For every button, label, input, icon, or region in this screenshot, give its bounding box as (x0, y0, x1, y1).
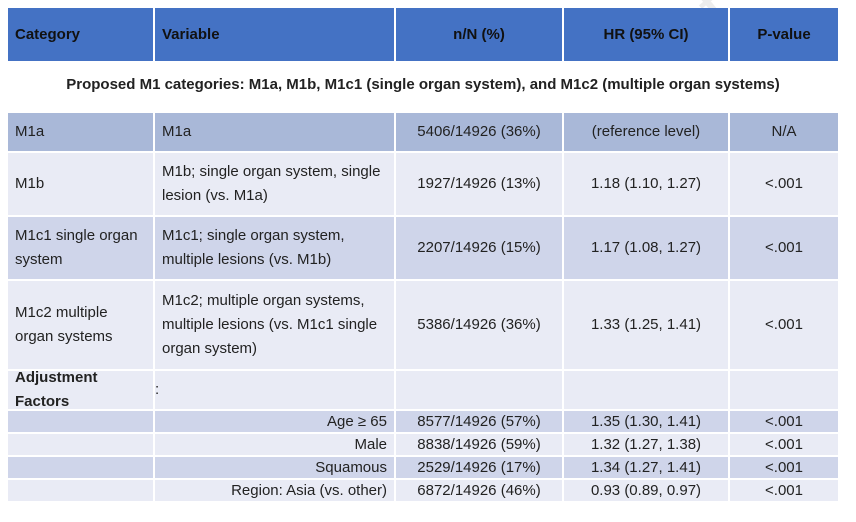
header-pvalue: P-value (730, 8, 838, 63)
cell-category: M1c2 multiple organ systems (8, 281, 155, 371)
results-table: Category Variable n/N (%) HR (95% CI) P-… (8, 8, 838, 503)
table-header-row: Category Variable n/N (%) HR (95% CI) P-… (8, 8, 838, 63)
cell-hr: 1.17 (1.08, 1.27) (564, 217, 730, 281)
cell-hr: 1.34 (1.27, 1.41) (564, 457, 730, 480)
cell-variable: Age ≥ 65 (155, 411, 396, 434)
table-row-male: Male 8838/14926 (59%) 1.32 (1.27, 1.38) … (8, 434, 838, 457)
table-row-m1b: M1b M1b; single organ system, single les… (8, 153, 838, 217)
cell-variable: M1c2; multiple organ systems, multiple l… (155, 281, 396, 371)
header-category: Category (8, 8, 155, 63)
cell-hr: 1.35 (1.30, 1.41) (564, 411, 730, 434)
cell-nn: 6872/14926 (46%) (396, 480, 564, 503)
cell-hr: 1.32 (1.27, 1.38) (564, 434, 730, 457)
cell-variable: Male (155, 434, 396, 457)
cell-nn: 2207/14926 (15%) (396, 217, 564, 281)
cell-pvalue: N/A (730, 113, 838, 153)
cell-pvalue: <.001 (730, 480, 838, 503)
cell-variable: M1b; single organ system, single lesion … (155, 153, 396, 217)
cell-pvalue: <.001 (730, 153, 838, 217)
cell-category: M1a (8, 113, 155, 153)
cell-nn: 1927/14926 (13%) (396, 153, 564, 217)
header-variable: Variable (155, 8, 396, 63)
cell-category: M1c1 single organ system (8, 217, 155, 281)
cell-hr: (reference level) (564, 113, 730, 153)
cell-nn: 5406/14926 (36%) (396, 113, 564, 153)
table-row-age: Age ≥ 65 8577/14926 (57%) 1.35 (1.30, 1.… (8, 411, 838, 434)
adjustment-factors-row: Adjustment Factors : (8, 369, 838, 411)
cell-nn: 8577/14926 (57%) (396, 411, 564, 434)
cell-nn: 2529/14926 (17%) (396, 457, 564, 480)
table-row-m1c2: M1c2 multiple organ systems M1c2; multip… (8, 281, 838, 371)
cell-pvalue: <.001 (730, 217, 838, 281)
cell-pvalue: <.001 (730, 411, 838, 434)
cell-pvalue: <.001 (730, 281, 838, 371)
header-nn: n/N (%) (396, 8, 564, 63)
cell-pvalue: <.001 (730, 434, 838, 457)
cell-category: M1b (8, 153, 155, 217)
header-hr: HR (95% CI) (564, 8, 730, 63)
adjustment-factors-colon: : (155, 371, 396, 411)
cell-pvalue: <.001 (730, 457, 838, 480)
table-row-squamous: Squamous 2529/14926 (17%) 1.34 (1.27, 1.… (8, 457, 838, 480)
adjustment-factors-label: Adjustment Factors (8, 369, 155, 411)
cell-nn: 8838/14926 (59%) (396, 434, 564, 457)
cell-variable: M1c1; single organ system, multiple lesi… (155, 217, 396, 281)
cell-hr: 1.33 (1.25, 1.41) (564, 281, 730, 371)
table-row-m1a: M1a M1a 5406/14926 (36%) (reference leve… (8, 113, 838, 153)
cell-variable: Region: Asia (vs. other) (155, 480, 396, 503)
cell-variable: Squamous (155, 457, 396, 480)
table-row-region: Region: Asia (vs. other) 6872/14926 (46%… (8, 480, 838, 503)
table-row-m1c1: M1c1 single organ system M1c1; single or… (8, 217, 838, 281)
proposed-categories-title: Proposed M1 categories: M1a, M1b, M1c1 (… (8, 63, 838, 105)
cell-variable: M1a (155, 113, 396, 153)
cell-hr: 0.93 (0.89, 0.97) (564, 480, 730, 503)
cell-hr: 1.18 (1.10, 1.27) (564, 153, 730, 217)
cell-nn: 5386/14926 (36%) (396, 281, 564, 371)
